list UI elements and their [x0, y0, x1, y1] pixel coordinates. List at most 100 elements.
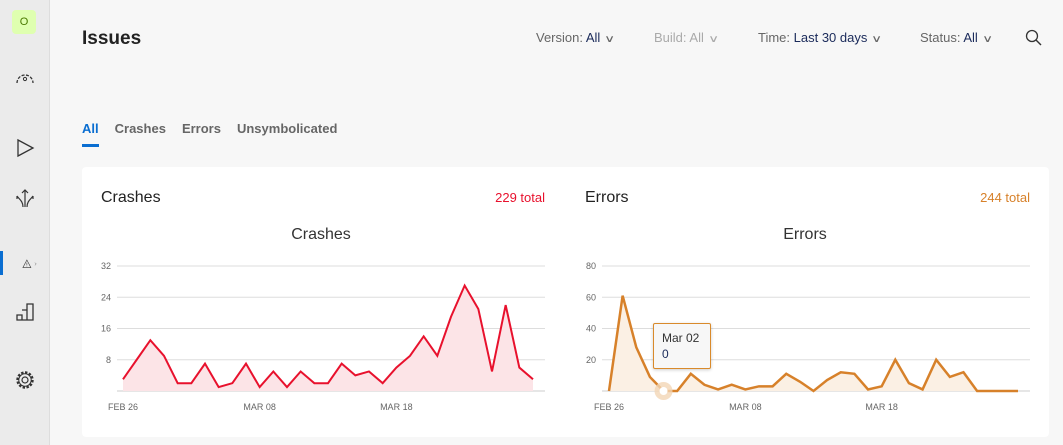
data-point: [463, 284, 467, 288]
y-tick-label: 24: [101, 292, 111, 302]
data-point: [189, 381, 193, 385]
errors-total: 244 total: [980, 190, 1030, 205]
filter-value: All: [689, 30, 704, 45]
y-tick-label: 16: [101, 324, 111, 334]
data-point: [394, 366, 398, 370]
errors-panel-title: Errors: [585, 189, 629, 206]
data-point: [798, 380, 802, 384]
data-point: [121, 377, 125, 381]
series-line: [607, 295, 1018, 393]
data-point: [435, 354, 439, 358]
filter-value: All: [963, 30, 978, 45]
status-filter[interactable]: Status: All ∨: [920, 30, 993, 45]
analytics-icon[interactable]: [12, 299, 38, 325]
filter-label: Build:: [654, 30, 690, 45]
data-point: [326, 381, 330, 385]
data-point: [217, 385, 221, 389]
tab-unsymbolicated[interactable]: Unsymbolicated: [236, 121, 338, 136]
y-tick-label: 60: [586, 292, 596, 302]
chevron-down-icon: ∨: [708, 34, 720, 45]
chevron-down-icon: ∨: [604, 34, 616, 45]
x-tick-label: MAR 18: [380, 402, 413, 412]
data-point: [285, 385, 289, 389]
y-tick-label: 8: [106, 355, 111, 365]
data-point: [203, 362, 207, 366]
data-point: [1016, 389, 1020, 393]
data-point: [162, 354, 166, 358]
time-filter[interactable]: Time: Last 30 days ∨: [758, 30, 883, 45]
distribute-icon[interactable]: [12, 135, 38, 161]
data-point: [934, 358, 938, 362]
data-point: [634, 345, 638, 349]
data-point: [353, 373, 357, 377]
crashes-panel-title: Crashes: [101, 189, 161, 206]
errors-chart-title: Errors: [783, 226, 827, 243]
tab-bar: All Crashes Errors Unsymbolicated: [82, 121, 337, 147]
data-point: [490, 369, 494, 373]
tab-crashes[interactable]: Crashes: [114, 121, 166, 136]
crashes-chart-title: Crashes: [291, 226, 351, 243]
charts-card: Crashes 229 total Crashes Errors 244 tot…: [82, 167, 1049, 437]
data-point: [743, 387, 747, 391]
settings-icon[interactable]: [12, 367, 38, 393]
series-line: [122, 283, 534, 389]
data-point: [381, 381, 385, 385]
data-point: [757, 384, 761, 388]
data-point: [230, 381, 234, 385]
dashboard-icon[interactable]: [12, 65, 38, 91]
chevron-down-icon: ∨: [981, 34, 993, 45]
data-point: [299, 369, 303, 373]
data-point: [531, 377, 535, 381]
filter-label: Version:: [536, 30, 586, 45]
data-point: [258, 385, 262, 389]
version-filter[interactable]: Version: All ∨: [536, 30, 616, 45]
x-tick-label: MAR 18: [865, 402, 898, 412]
page-title: Issues: [82, 28, 142, 49]
x-tick-label: MAR 08: [243, 402, 276, 412]
data-point: [675, 389, 679, 393]
data-point: [784, 372, 788, 376]
y-tick-label: 20: [586, 355, 596, 365]
data-point: [948, 375, 952, 379]
filter-label: Time:: [758, 30, 794, 45]
y-tick-label: 32: [101, 261, 111, 271]
sidebar: O: [0, 0, 50, 445]
chart-tooltip: Mar 02 0: [653, 323, 711, 369]
data-point: [812, 389, 816, 393]
build-icon[interactable]: [12, 185, 38, 211]
data-point: [607, 389, 611, 393]
x-tick-label: FEB 26: [108, 402, 138, 412]
data-point: [271, 369, 275, 373]
crashes-total: 229 total: [495, 190, 545, 205]
filter-label: Status:: [920, 30, 964, 45]
data-point: [517, 366, 521, 370]
data-point: [476, 307, 480, 311]
x-tick-label: FEB 26: [594, 402, 624, 412]
data-point: [730, 383, 734, 387]
data-point: [852, 372, 856, 376]
data-point: [839, 370, 843, 374]
tab-errors[interactable]: Errors: [181, 121, 221, 136]
data-point: [244, 362, 248, 366]
search-icon[interactable]: [1025, 29, 1043, 52]
hover-point: [659, 387, 668, 395]
data-point: [866, 387, 870, 391]
data-point: [449, 315, 453, 319]
y-tick-label: 80: [586, 261, 596, 271]
data-point: [716, 387, 720, 391]
data-point: [621, 294, 625, 298]
filter-value: Last 30 days: [793, 30, 868, 45]
diagnostics-icon[interactable]: [12, 251, 38, 277]
x-tick-label: MAR 08: [729, 402, 762, 412]
data-point: [921, 387, 925, 391]
data-point: [312, 381, 316, 385]
tooltip-value: 0: [662, 347, 669, 361]
tab-all[interactable]: All: [82, 121, 99, 147]
series-area: [609, 295, 1018, 391]
build-filter: Build: All ∨: [654, 30, 720, 45]
data-point: [176, 381, 180, 385]
avatar[interactable]: O: [12, 10, 36, 34]
data-point: [689, 372, 693, 376]
chevron-down-icon: ∨: [871, 34, 883, 45]
